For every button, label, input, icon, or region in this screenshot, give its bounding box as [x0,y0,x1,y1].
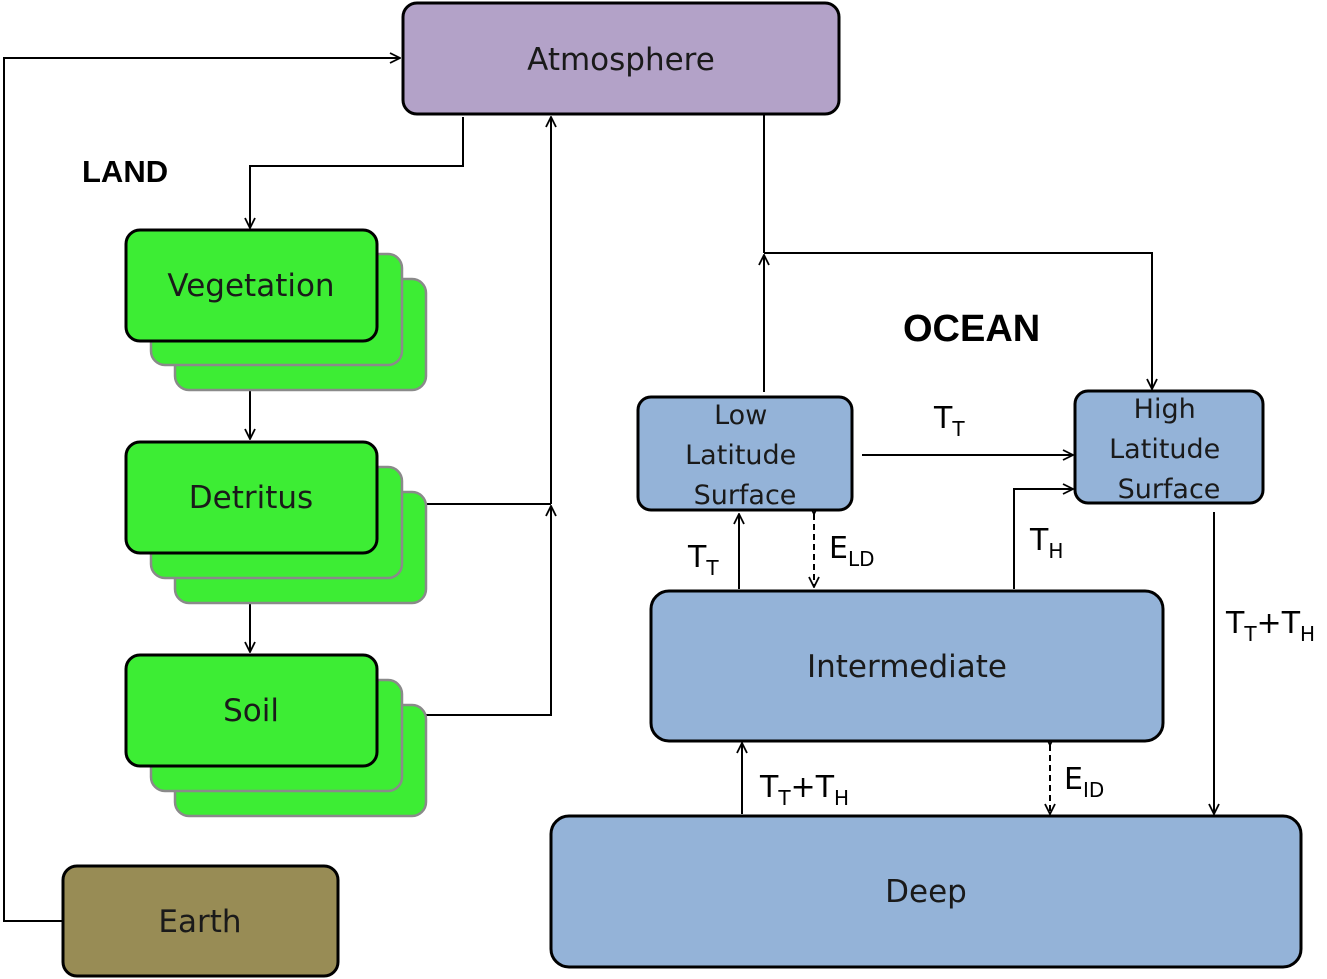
low-lat-line-1: Low [714,400,767,431]
low-latitude-surface-box: Low Latitude Surface [636,395,854,512]
intermediate-label: Intermediate [807,649,1007,685]
detritus-label: Detritus [189,480,313,516]
vegetation-box: Vegetation [124,228,428,392]
deep-box: Deep [549,814,1303,969]
earth-box: Earth [61,864,340,978]
vegetation-label: Vegetation [167,268,334,304]
atmosphere-to-vegetation-arrow [250,117,464,228]
atmosphere-label: Atmosphere [527,42,715,78]
soil-to-atmosphere-arrow [377,506,551,716]
earth-label: Earth [158,904,241,940]
earth-to-atmosphere-arrow [3,58,400,922]
ocean-section-label: OCEAN [903,308,1040,350]
atmosphere-box: Atmosphere [401,1,841,116]
soil-box: Soil [124,653,428,818]
soil-label: Soil [223,693,279,729]
eid-label: EID [1064,762,1104,802]
eld-label: ELD [829,531,875,571]
land-section-label: LAND [82,154,168,189]
detritus-box: Detritus [124,440,428,605]
tt-top-label: TT [933,401,965,441]
high-lat-line-2: Latitude [1109,434,1220,465]
tt-th-right-label: TT+TH [1225,606,1315,646]
exchange-arrows [814,514,1050,814]
high-latitude-surface-box: High Latitude Surface [1073,389,1265,505]
low-lat-line-2: Latitude [685,440,796,471]
high-lat-label: High Latitude Surface [1109,394,1229,505]
low-lat-label: Low Latitude Surface [685,400,805,511]
deep-label: Deep [885,874,967,910]
intermediate-box: Intermediate [649,589,1165,743]
atmosphere-to-high-lat-arrow [764,252,1152,389]
th-label: TH [1029,523,1063,563]
low-lat-line-3: Surface [694,480,797,511]
tt-left-label: TT [687,540,719,580]
tt-th-bottom-label: TT+TH [759,770,849,810]
high-lat-line-1: High [1134,394,1196,425]
high-lat-line-3: Surface [1118,474,1221,505]
intermediate-to-high-lat-arrow [1013,489,1073,589]
